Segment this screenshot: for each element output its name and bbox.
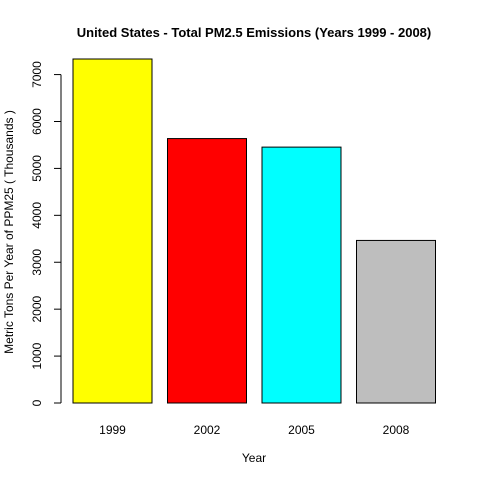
bar-2005: [261, 146, 342, 404]
y-tick-label-6000: 6000: [30, 108, 44, 135]
y-tick-label-5000: 5000: [30, 155, 44, 182]
y-tick-label-4000: 4000: [30, 202, 44, 229]
x-tick-label-2005: 2005: [288, 423, 315, 437]
y-tick-label-0: 0: [30, 399, 44, 406]
x-tick-labels: 1999 2002 2005 2008: [99, 423, 410, 437]
bar-2002: [167, 138, 247, 404]
x-tick-label-1999: 1999: [99, 423, 126, 437]
x-axis-label: Year: [242, 451, 266, 465]
y-tick-label-2000: 2000: [30, 295, 44, 322]
x-tick-label-2008: 2008: [383, 423, 410, 437]
y-axis-label: Metric Tons Per Year of PPM25 ( Thousand…: [2, 110, 16, 354]
bar-2008: [356, 239, 436, 404]
y-tick-label-7000: 7000: [30, 61, 44, 88]
y-tick-label-3000: 3000: [30, 249, 44, 276]
chart-title: United States - Total PM2.5 Emissions (Y…: [77, 25, 432, 40]
bar-1999: [72, 58, 153, 404]
bars-group: [72, 58, 436, 404]
y-tick-label-1000: 1000: [30, 342, 44, 369]
x-tick-label-2002: 2002: [194, 423, 221, 437]
y-axis: 0 1000 2000 3000 4000 5000 6000 7000: [30, 61, 62, 406]
